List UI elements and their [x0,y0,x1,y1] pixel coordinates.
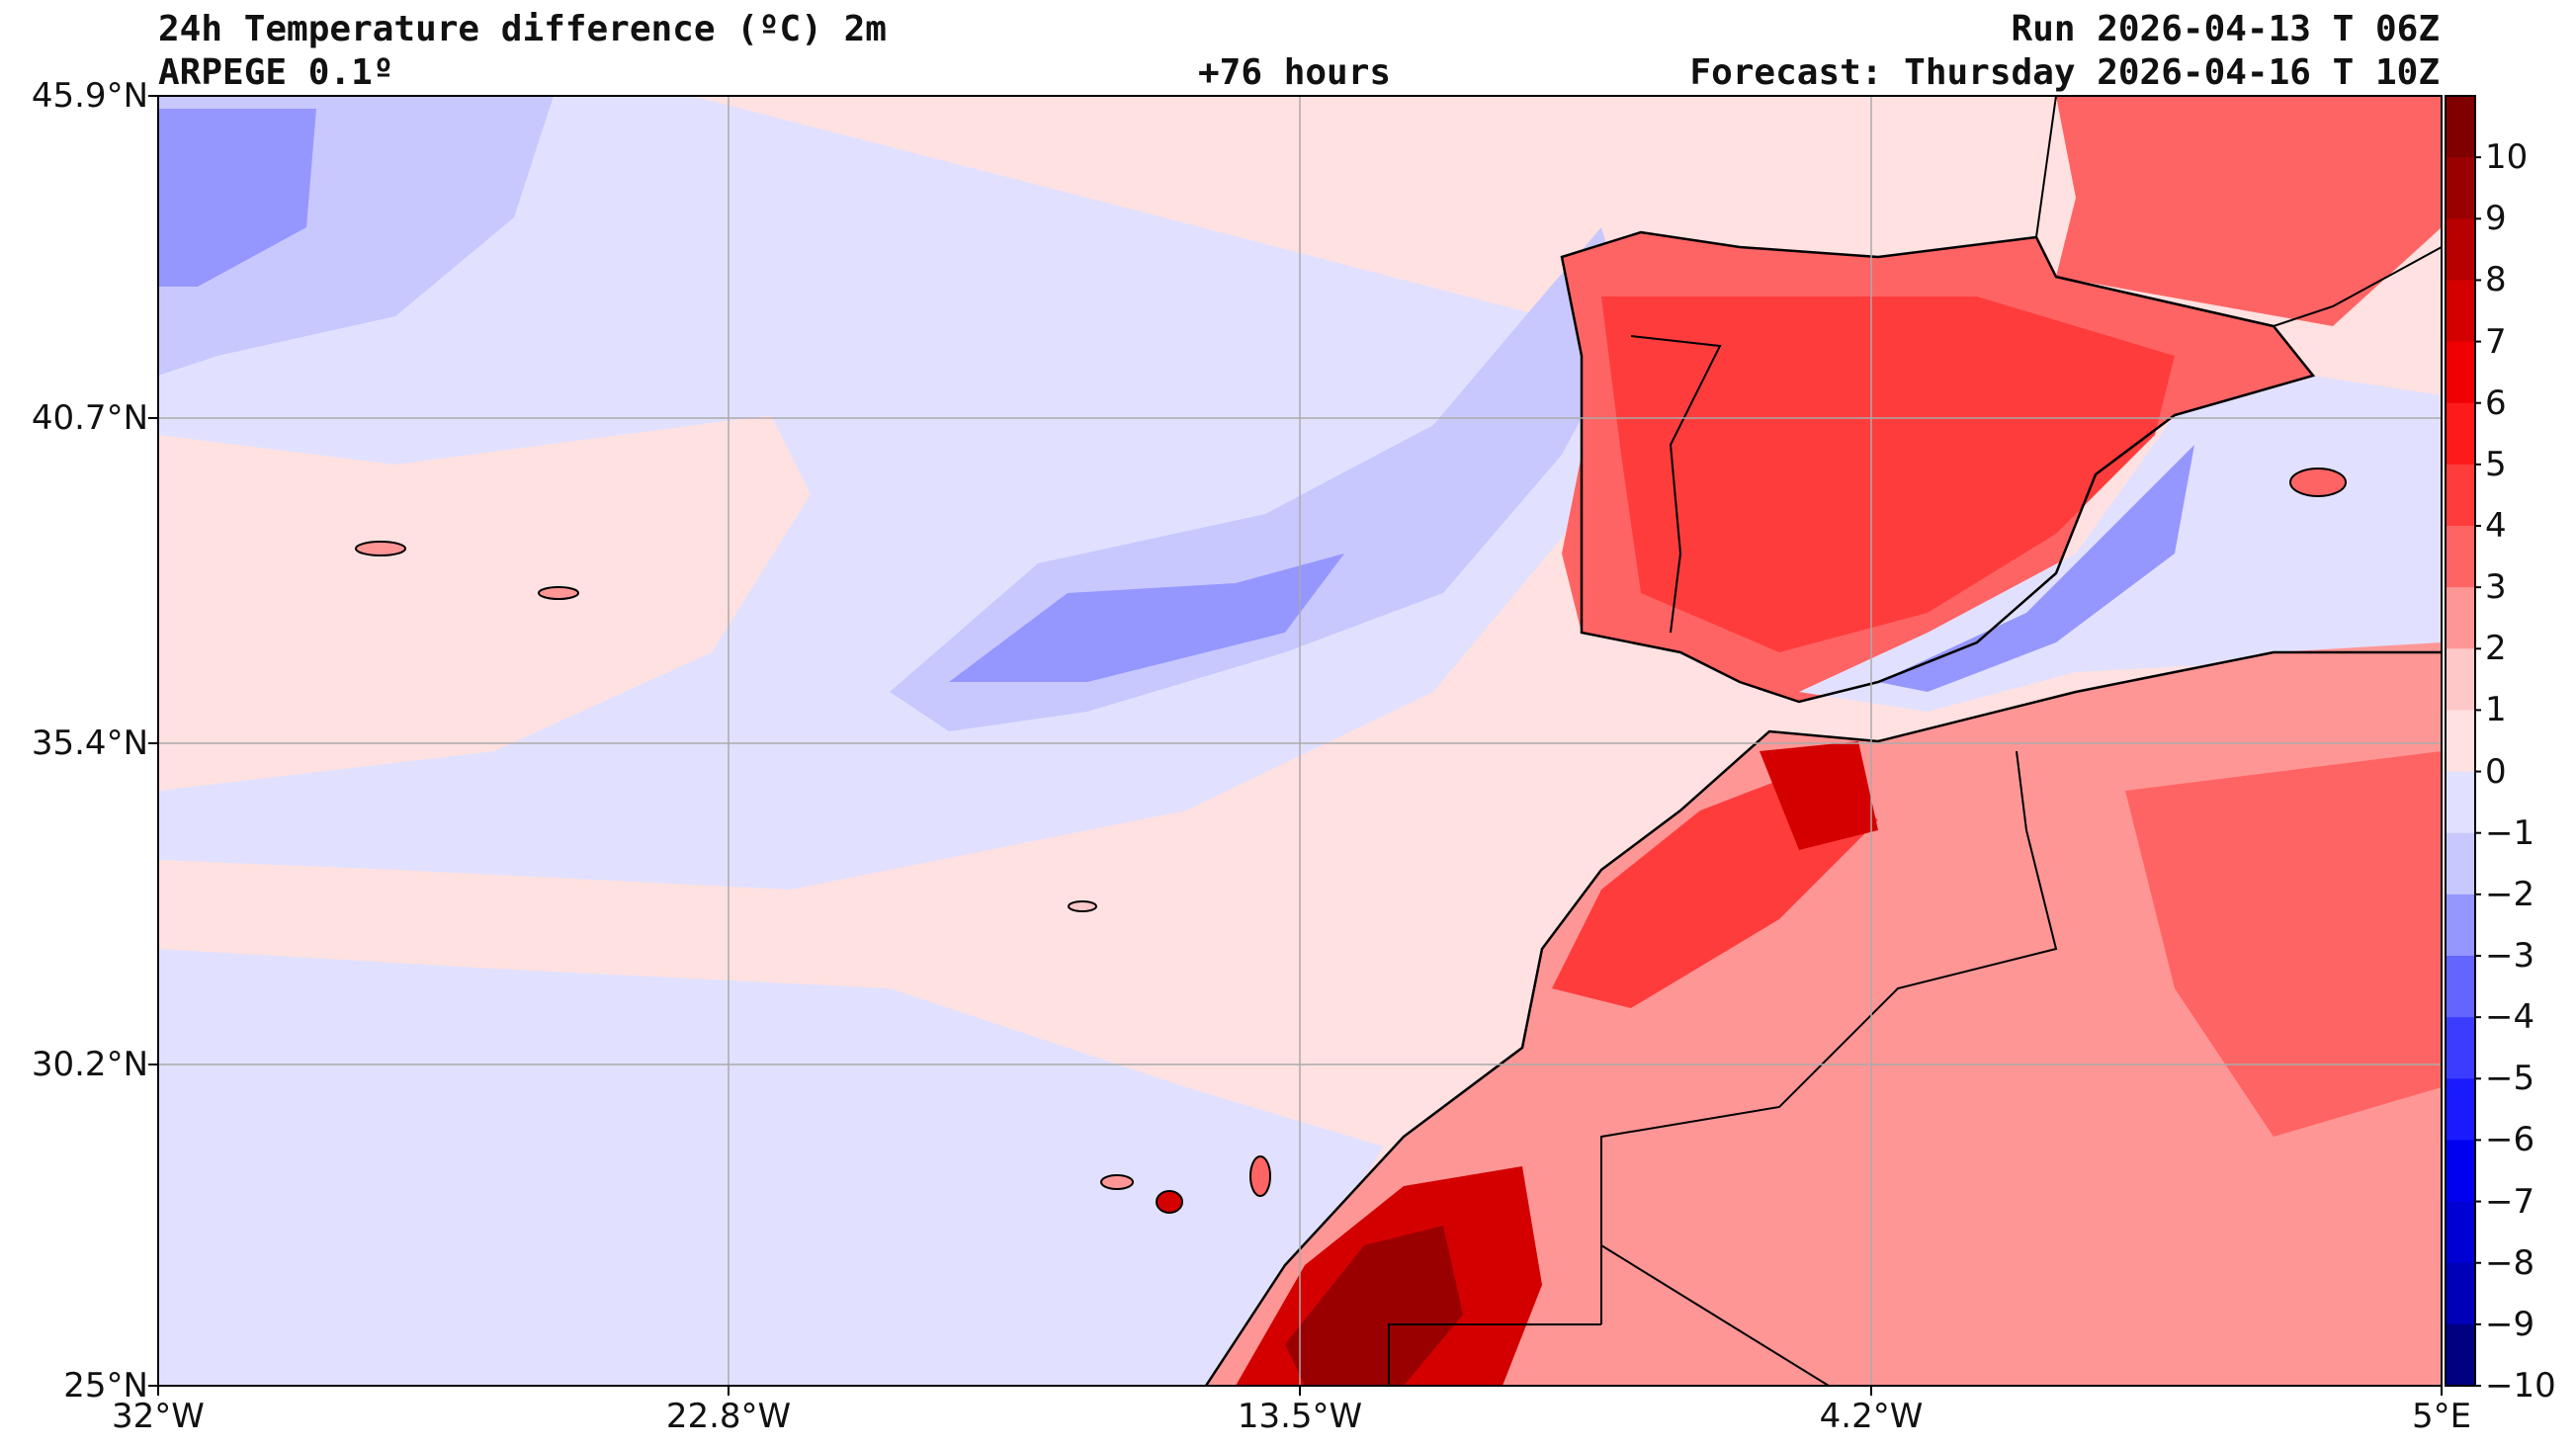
lon-label: 4.2°W [1819,1397,1924,1436]
colorbar-label: −2 [2485,874,2535,914]
colorbar-label: 1 [2485,690,2507,730]
colorbar-label: −1 [2485,812,2535,853]
colorbar-label: −6 [2485,1120,2535,1160]
colorbar-label: 10 [2485,137,2529,178]
colorbar-band [2446,956,2475,1018]
colorbar-band [2446,1201,2475,1264]
map-title: 24h Temperature difference (ºC) 2m [158,9,887,49]
run-label: Run 2026-04-13 T 06Z [2011,9,2440,49]
colorbar-band [2446,771,2475,834]
island-azores [355,541,406,556]
cool-field-southwest [158,949,1384,1386]
lead-time-label: +76 hours [1198,52,1392,93]
colorbar-band [2446,1140,2475,1203]
colorbar-band [2446,157,2475,219]
colorbar-band [2446,526,2475,588]
colorbar-label: 4 [2485,506,2507,546]
colorbar-band [2446,1323,2475,1387]
land-france [2056,96,2442,326]
colorbar-label: −8 [2485,1242,2535,1283]
border-portugal [1630,335,1722,634]
colorbar-band [2446,710,2475,773]
colorbar-label: 9 [2485,199,2507,239]
lon-label: 22.8°W [665,1397,792,1436]
colorbar-label: 2 [2485,629,2507,669]
colorbar-band [2446,894,2475,957]
colorbar-band [2446,280,2475,343]
colorbar-label: 8 [2485,260,2507,300]
lon-label: 32°W [112,1397,205,1436]
colorbar-band [2446,218,2475,281]
pale-field-west [158,415,811,791]
border-france [2035,96,2057,238]
colorbar-band [2446,402,2475,466]
island-madeira [1068,900,1097,912]
colorbar-band [2446,464,2475,527]
island-canaries [1156,1190,1183,1214]
coastline-north-africa [1204,650,2442,1386]
colorbar-label: 0 [2485,751,2507,792]
colorbar-frame [2445,95,2476,1387]
colorbar-band [2446,341,2475,404]
lon-label: 13.5°W [1237,1397,1363,1436]
forecast-label: Forecast: Thursday 2026-04-16 T 10Z [1689,52,2440,93]
colorbar-band [2446,1017,2475,1079]
colorbar-label: −9 [2485,1304,2535,1344]
colorbar-label: −7 [2485,1181,2535,1222]
coastline-iberia [1560,230,2316,704]
colorbar-label: 3 [2485,567,2507,608]
colorbar-label: 5 [2485,444,2507,484]
lon-label: 5°E [2411,1397,2472,1436]
colorbar-label: 7 [2485,321,2507,362]
colorbar [2446,96,2481,1387]
lat-label: 35.4°N [31,724,148,763]
border-morocco-algeria [1600,750,2058,1324]
colorbar-label: 6 [2485,383,2507,423]
colorbar-label: −4 [2485,997,2535,1038]
colorbar-band [2446,648,2475,711]
colorbar-band [2446,587,2475,649]
lat-label: 40.7°N [31,398,148,438]
colorbar-label: −5 [2485,1059,2535,1099]
colorbar-label: −10 [2485,1366,2556,1405]
colorbar-band [2446,1262,2475,1325]
lat-label: 45.9°N [31,76,148,116]
colorbar-band [2446,832,2475,895]
lat-label: 25°N [63,1366,148,1405]
colorbar-label: −3 [2485,936,2535,976]
lat-label: 30.2°N [31,1045,148,1084]
model-label: ARPEGE 0.1º [158,52,394,93]
colorbar-band [2446,96,2475,158]
colorbar-band [2446,1078,2475,1141]
